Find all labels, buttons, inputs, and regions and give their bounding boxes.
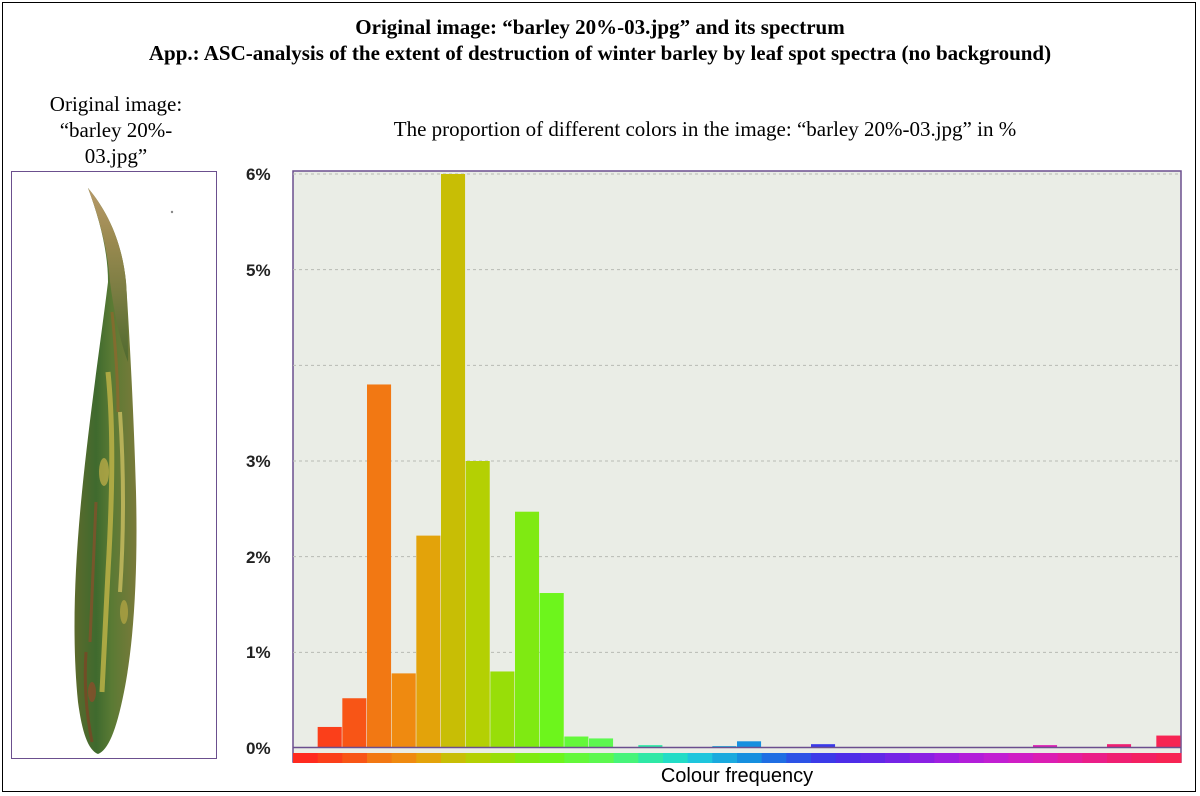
colour-strip-segment — [638, 753, 664, 763]
colour-strip-segment — [761, 753, 787, 763]
y-tick-label: 5% — [246, 260, 271, 280]
bar — [465, 461, 490, 748]
bar — [1107, 744, 1132, 748]
bar — [317, 726, 342, 748]
colour-strip-segment — [391, 753, 417, 763]
colour-strip-segment — [811, 753, 837, 763]
bars — [317, 174, 1181, 748]
y-tick-label: 1% — [246, 643, 271, 663]
colour-strip — [293, 753, 1182, 763]
y-tick-label: 2% — [246, 547, 271, 567]
grid-lines — [293, 173, 1181, 653]
colour-strip-segment — [1082, 753, 1108, 763]
colour-strip-segment — [416, 753, 442, 763]
bar — [367, 384, 392, 748]
colour-strip-segment — [959, 753, 985, 763]
y-tick-label: 6% — [246, 165, 271, 184]
bar — [737, 741, 762, 748]
colour-strip-segment — [613, 753, 639, 763]
original-image-label-line2: “barley 20%- — [59, 118, 173, 142]
bar — [342, 698, 367, 748]
bar — [1156, 735, 1181, 748]
chart-title: The proportion of different colors in th… — [393, 117, 1017, 141]
original-image-label: Original image: “barley 20%- 03.jpg” — [10, 91, 222, 169]
bar — [515, 511, 540, 748]
bar — [539, 593, 564, 748]
colour-strip-segment — [885, 753, 911, 763]
original-image-label-line1: Original image: — [49, 92, 183, 116]
colour-strip-segment — [737, 753, 763, 763]
colour-strip-segment — [835, 753, 861, 763]
colour-strip-segment — [786, 753, 812, 763]
barley-leaf-image — [74, 188, 174, 754]
colour-strip-segment — [342, 753, 368, 763]
colour-strip-segment — [1057, 753, 1083, 763]
x-axis-label: Colour frequency — [660, 765, 814, 787]
colour-strip-segment — [1008, 753, 1034, 763]
colour-strip-segment — [1107, 753, 1133, 763]
original-image-frame — [11, 171, 217, 759]
bar — [1033, 745, 1058, 748]
page-subtitle: App.: ASC-analysis of the extent of dest… — [148, 41, 1052, 65]
colour-strip-segment — [490, 753, 516, 763]
colour-strip-segment — [539, 753, 565, 763]
colour-strip-segment — [465, 753, 491, 763]
original-image-label-line3: 03.jpg” — [84, 144, 148, 168]
colour-strip-segment — [860, 753, 886, 763]
colour-strip-segment — [589, 753, 615, 763]
colour-strip-segment — [1131, 753, 1157, 763]
colour-strip-segment — [983, 753, 1009, 763]
bar — [564, 736, 589, 748]
colour-strip-segment — [1033, 753, 1059, 763]
bar — [638, 745, 663, 748]
colour-strip-segment — [663, 753, 689, 763]
colour-strip-segment — [293, 753, 319, 763]
colour-strip-segment — [367, 753, 393, 763]
colour-strip-segment — [909, 753, 935, 763]
bar — [416, 535, 441, 748]
y-tick-label: 3% — [246, 452, 271, 471]
y-tick-label: 0% — [246, 739, 271, 758]
bar — [490, 671, 515, 748]
bar — [811, 744, 836, 748]
colour-strip-segment — [564, 753, 590, 763]
colour-strip-segment — [712, 753, 738, 763]
colour-strip-segment — [317, 753, 343, 763]
colour-strip-segment — [1156, 753, 1182, 763]
colour-strip-segment — [441, 753, 467, 763]
bar — [589, 738, 614, 748]
bar — [391, 673, 416, 748]
colour-strip-segment — [515, 753, 541, 763]
colour-strip-segment — [687, 753, 713, 763]
bar — [441, 174, 466, 748]
colour-strip-segment — [934, 753, 960, 763]
page-title: Original image: “barley 20%-03.jpg” and … — [355, 15, 845, 39]
